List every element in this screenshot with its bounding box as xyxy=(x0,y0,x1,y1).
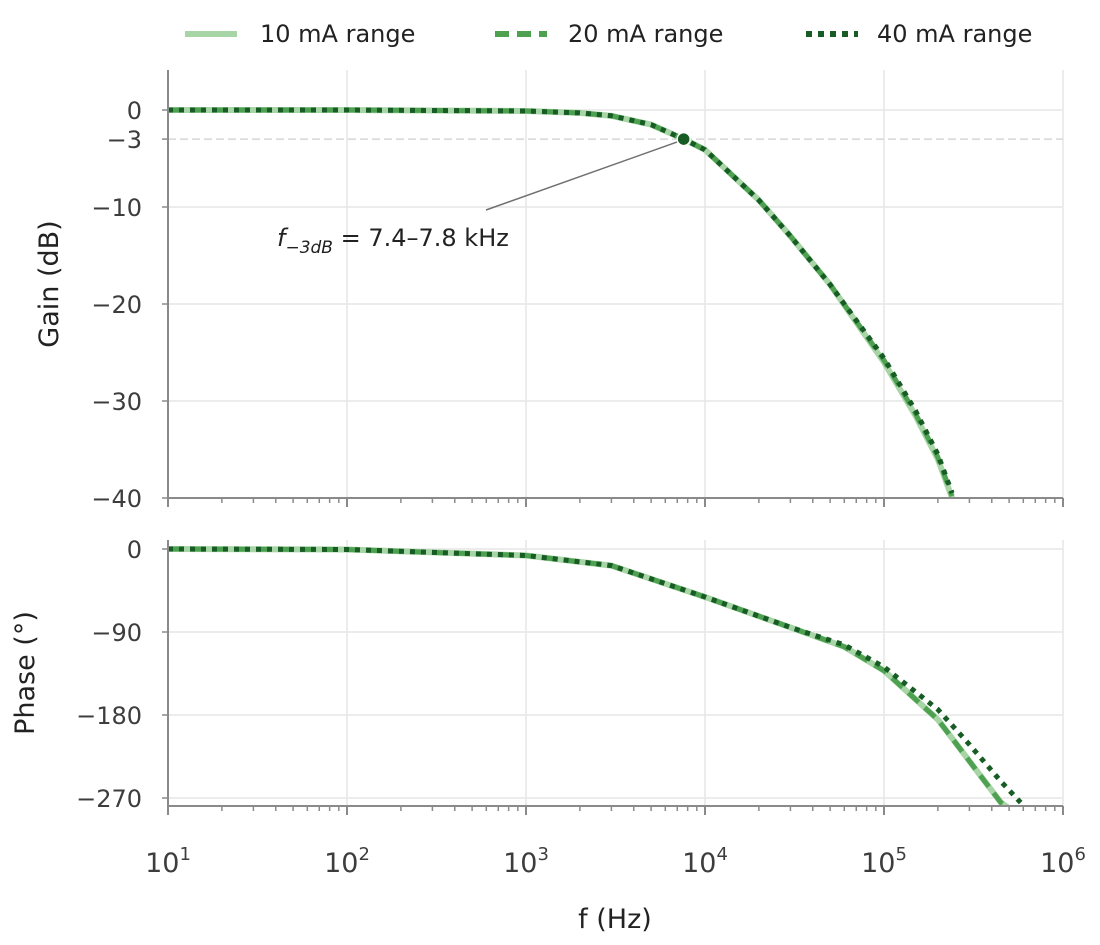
gain-y-axis-label: Gain (dB) xyxy=(34,220,65,347)
annotation-text-value: = 7.4–7.8 kHz xyxy=(333,224,509,252)
legend-label-10ma: 10 mA range xyxy=(260,20,415,48)
phase-y-axis-label: Phase (°) xyxy=(10,611,41,735)
phase-series-line-40ma xyxy=(168,546,1023,805)
gain-y-tick-label: −40 xyxy=(91,485,142,513)
phase-panel: 0 −90 −180 −270 Phase (°) xyxy=(10,536,1064,815)
legend-label-40ma: 40 mA range xyxy=(877,20,1032,48)
gain-grid xyxy=(168,70,1064,499)
phase-series-line-10ma xyxy=(168,546,1012,806)
gain-y-tick-label: −3 xyxy=(107,126,142,154)
gain-y-tick-label: −20 xyxy=(91,291,142,319)
gain-y-tick-label: −30 xyxy=(91,388,142,416)
x-tick-label: 101 xyxy=(145,844,191,879)
gain-series xyxy=(168,107,955,498)
legend: 10 mA range 20 mA range 40 mA range xyxy=(185,20,1032,48)
x-tick-label-base: 10 xyxy=(1040,848,1074,879)
x-tick-label-exponent: 2 xyxy=(358,844,369,865)
x-axis-label: f (Hz) xyxy=(578,904,652,935)
gain-series-line-40ma xyxy=(168,107,955,494)
x-tick-label: 105 xyxy=(861,844,907,879)
annotation-text-subscript: −3dB xyxy=(285,238,333,258)
x-tick-label: 106 xyxy=(1040,844,1086,879)
x-tick-label-base: 10 xyxy=(861,848,895,879)
x-tick-label-base: 10 xyxy=(145,848,179,879)
gain-panel: 0−3 −10 −20 −30 −40 Gain (dB) f−3dB = 7.4–7.… xyxy=(34,70,1064,513)
phase-y-tick-label: −180 xyxy=(76,702,142,730)
phase-grid xyxy=(168,540,1064,806)
cutoff-annotation: f−3dB = 7.4–7.8 kHz xyxy=(277,131,691,258)
phase-y-tick-labels: 0 −90 −180 −270 xyxy=(76,536,142,813)
x-tick-label-exponent: 4 xyxy=(716,844,727,865)
x-tick-label-base: 10 xyxy=(503,848,537,879)
x-tick-label-exponent: 3 xyxy=(537,844,548,865)
x-tick-label: 102 xyxy=(324,844,370,879)
x-tick-label: 103 xyxy=(503,844,549,879)
gain-y-tick-label: −10 xyxy=(91,194,142,222)
x-tick-label-exponent: 1 xyxy=(179,844,190,865)
gain-series-line-20ma xyxy=(168,107,955,497)
phase-y-tick-label: −90 xyxy=(91,619,142,647)
annotation-leader-line xyxy=(485,140,680,211)
phase-y-tick-label: −270 xyxy=(76,785,142,813)
x-tick-label: 104 xyxy=(682,844,728,879)
x-tick-label-exponent: 5 xyxy=(895,844,906,865)
annotation-marker xyxy=(676,131,691,147)
x-tick-label-exponent: 6 xyxy=(1074,844,1085,865)
phase-series xyxy=(168,546,1023,806)
phase-y-tick-label: 0 xyxy=(127,536,142,564)
x-tick-label-base: 10 xyxy=(324,848,358,879)
x-tick-labels: 101 102 103 104 105 106 xyxy=(145,844,1086,879)
gain-y-tick-label: 0 xyxy=(127,97,142,125)
annotation-text: f−3dB = 7.4–7.8 kHz xyxy=(277,224,509,258)
x-tick-label-base: 10 xyxy=(682,848,716,879)
legend-label-20ma: 20 mA range xyxy=(568,20,723,48)
gain-axes xyxy=(162,70,1064,507)
gain-y-tick-labels: 0−3 −10 −20 −30 −40 xyxy=(91,97,142,513)
phase-axes xyxy=(162,540,1064,815)
